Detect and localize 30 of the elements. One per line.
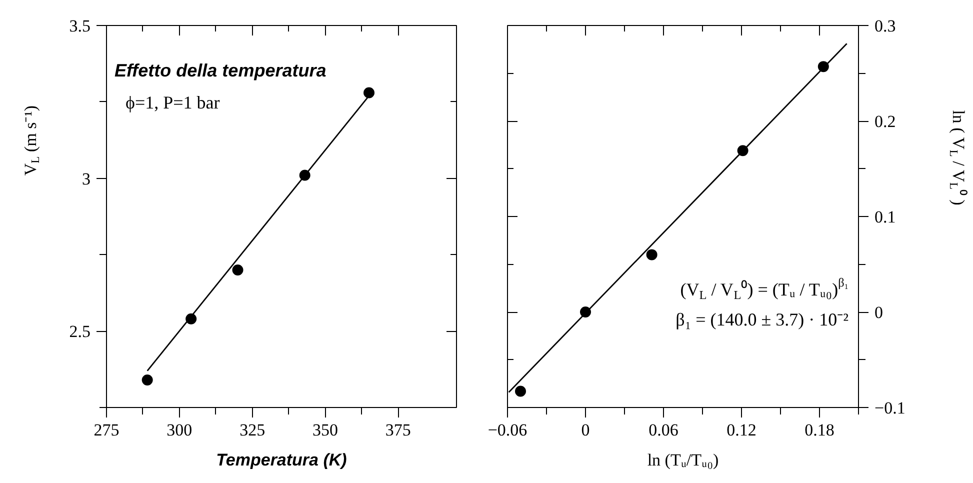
- x-tick-label: 300: [166, 420, 192, 440]
- x-tick-label: 0.12: [726, 420, 756, 440]
- x-tick-label: 350: [312, 420, 338, 440]
- y2-tick-label: 0: [874, 303, 883, 322]
- y-tick-label: 3: [82, 169, 90, 188]
- x-axis-title: ln (Tᵤ/Tᵤ₀): [647, 450, 719, 470]
- x-axis-title: Temperatura (K): [216, 450, 348, 470]
- x-tick-label: 275: [94, 420, 120, 440]
- point: [232, 264, 244, 276]
- x-tick-label: 0: [581, 420, 590, 440]
- y2-tick-label: 0.3: [874, 16, 896, 36]
- point: [364, 87, 374, 98]
- y2-tick-label: −0.1: [874, 398, 906, 418]
- y-axis-title: VL (m s⁻¹): [21, 106, 42, 176]
- x-tick-label: 375: [385, 420, 411, 440]
- annotation: ϕ=1, P=1 bar: [126, 92, 220, 112]
- y2-tick-label: 0.1: [874, 208, 896, 226]
- x-tick-label: 325: [240, 420, 266, 440]
- x-tick-label: 0.18: [804, 420, 834, 440]
- x-tick-label: 0.06: [648, 420, 678, 440]
- x-tick-label: −0.06: [488, 420, 528, 440]
- point: [646, 249, 658, 260]
- annotation: Effetto della temperatura: [114, 60, 326, 80]
- y-tick-label: 2.5: [69, 322, 90, 342]
- annotation: β₁ = (140.0 ± 3.7) · 10⁻²: [676, 310, 848, 330]
- y2-axis-title: ln ( VL / VL⁰ ): [946, 110, 968, 206]
- y2-tick-label: 0.2: [874, 112, 896, 131]
- point: [142, 374, 153, 386]
- y-tick-label: 3.5: [69, 16, 90, 36]
- point: [515, 386, 526, 397]
